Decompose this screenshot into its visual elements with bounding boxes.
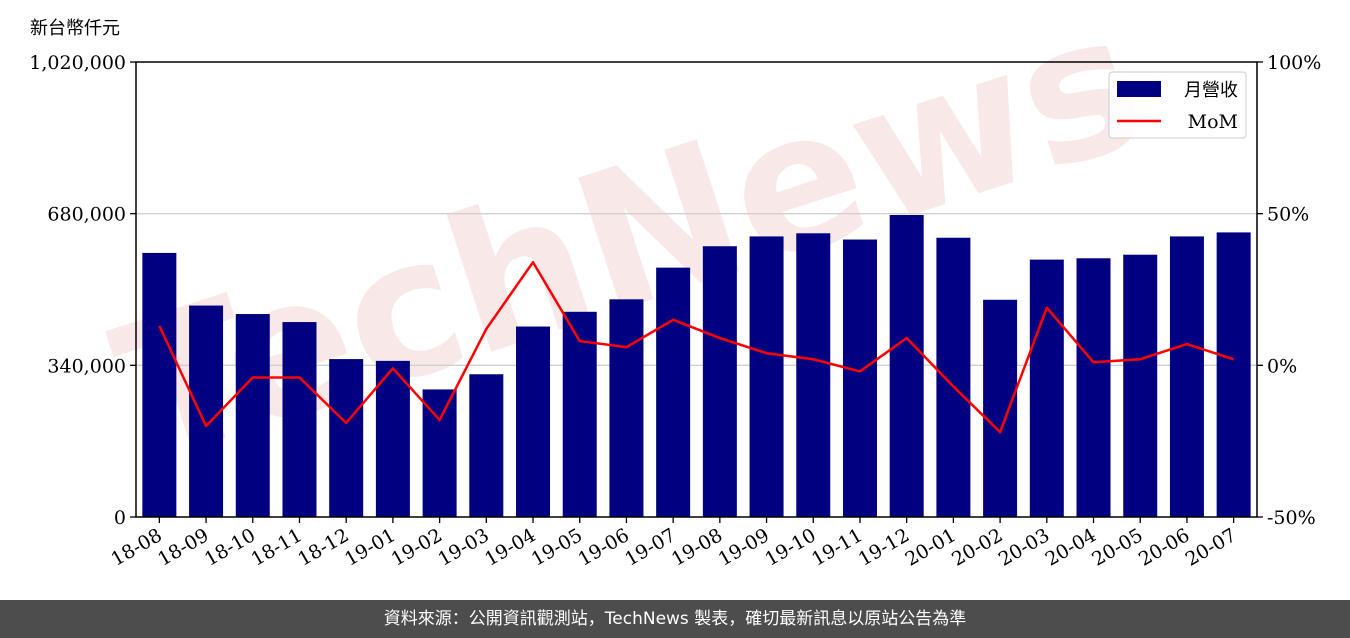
bar-20-07 xyxy=(1216,232,1251,517)
bar-19-08 xyxy=(702,246,737,517)
footer-source-note: 資料來源：公開資訊觀測站，TechNews 製表，確切最新訊息以原站公告為準 xyxy=(0,600,1350,638)
legend-label-revenue: 月營收 xyxy=(1184,80,1238,101)
bar-20-02 xyxy=(983,299,1018,517)
bar-series-monthly-revenue xyxy=(142,215,1251,518)
bar-19-07 xyxy=(656,267,691,517)
bar-18-09 xyxy=(189,305,224,517)
gridlines xyxy=(136,213,1257,366)
bar-20-06 xyxy=(1169,236,1204,517)
line-series-mom xyxy=(158,260,1235,434)
x-tick-label: 19-07 xyxy=(621,524,679,570)
y-left-tick-label: 340,000 xyxy=(47,355,126,377)
bar-20-04 xyxy=(1076,258,1111,517)
x-tick-label: 19-05 xyxy=(528,524,586,570)
x-tick-label: 19-10 xyxy=(761,524,819,570)
x-tick-label: 18-10 xyxy=(201,524,259,570)
x-tick-label: 19-03 xyxy=(434,524,492,570)
y-left-tick-label: 680,000 xyxy=(47,204,126,226)
x-tick-label: 20-02 xyxy=(948,524,1006,570)
legend-swatch-revenue xyxy=(1117,81,1161,97)
x-tick-label: 19-09 xyxy=(715,524,773,570)
legend-label-mom: MoM xyxy=(1188,111,1238,133)
x-tick-label: 19-06 xyxy=(574,524,632,570)
chart: TechNews 0340,000680,0001,020,000-50%0%5… xyxy=(29,0,1321,571)
y-left-tick-label: 1,020,000 xyxy=(29,52,126,74)
bar-20-05 xyxy=(1123,254,1158,518)
bar-19-01 xyxy=(375,360,410,517)
bar-18-08 xyxy=(142,252,177,517)
x-tick-label: 19-08 xyxy=(668,524,726,570)
x-tick-label: 19-11 xyxy=(808,524,866,570)
x-tick-label: 20-05 xyxy=(1088,524,1146,570)
bar-18-12 xyxy=(329,359,364,517)
bar-18-10 xyxy=(235,314,270,517)
x-tick-label: 20-03 xyxy=(995,524,1053,570)
x-tick-label: 20-04 xyxy=(1042,524,1100,570)
bar-20-01 xyxy=(936,237,971,518)
x-tick-label: 20-06 xyxy=(1135,524,1193,570)
x-tick-label: 18-08 xyxy=(107,524,165,570)
bar-18-11 xyxy=(282,322,317,517)
bar-19-09 xyxy=(749,236,784,517)
bar-19-04 xyxy=(516,326,551,517)
bar-19-06 xyxy=(609,299,644,517)
legend: 月營收 MoM xyxy=(1108,71,1247,139)
y-right-tick-label: -50% xyxy=(1267,507,1316,529)
bar-19-02 xyxy=(422,389,457,517)
y-right-tick-label: 0% xyxy=(1267,355,1297,377)
x-tick-label: 19-02 xyxy=(388,524,446,570)
y-axis-unit-label: 新台幣仟元 xyxy=(30,18,120,39)
bar-20-03 xyxy=(1029,259,1064,517)
y-right-tick-label: 50% xyxy=(1267,204,1309,226)
x-tick-label: 18-12 xyxy=(294,524,352,570)
x-tick-label: 19-12 xyxy=(855,524,913,570)
y-left-tick-label: 0 xyxy=(114,507,126,529)
x-tick-label: 18-11 xyxy=(248,524,306,570)
mom-line xyxy=(158,260,1235,434)
x-tick-label: 20-07 xyxy=(1182,524,1240,570)
x-tick-label: 18-09 xyxy=(154,524,212,570)
x-tick-label: 19-01 xyxy=(341,524,399,570)
bar-19-03 xyxy=(469,374,504,517)
y-right-tick-label: 100% xyxy=(1267,52,1321,74)
x-tick-label: 19-04 xyxy=(481,524,539,570)
plot-frame xyxy=(135,61,1258,518)
bar-19-11 xyxy=(842,239,877,517)
bar-19-12 xyxy=(889,215,924,518)
x-tick-label: 20-01 xyxy=(901,524,959,570)
bar-19-10 xyxy=(796,233,831,517)
bar-19-05 xyxy=(562,311,597,517)
